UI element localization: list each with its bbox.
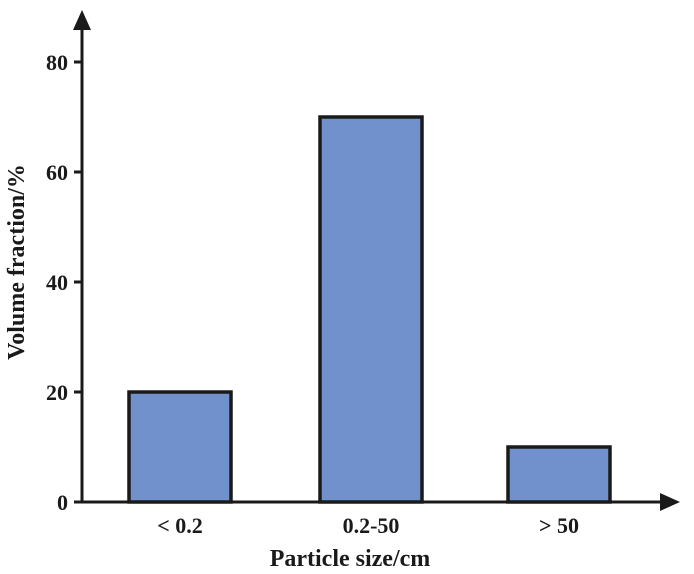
y-tick-label: 80	[46, 50, 68, 75]
y-tick-label: 40	[46, 270, 68, 295]
x-category-label: 0.2-50	[343, 513, 400, 538]
y-tick-label: 0	[57, 490, 68, 515]
bar-2	[506, 445, 612, 504]
bar-0	[127, 390, 233, 504]
x-category-label: > 50	[539, 513, 579, 538]
axes-group	[73, 10, 680, 511]
y-axis-arrow	[73, 10, 91, 30]
bars-group	[127, 115, 612, 504]
x-axis-arrow	[660, 493, 680, 511]
x-labels-group: < 0.2 0.2-50 > 50	[157, 513, 579, 538]
y-ticks-group: 0 20 40 60 80	[46, 50, 82, 515]
x-category-label: < 0.2	[157, 513, 203, 538]
y-axis-title: Volume fraction/%	[4, 164, 30, 360]
x-axis-title: Particle size/cm	[270, 546, 431, 572]
y-tick-label: 60	[46, 160, 68, 185]
y-tick-label: 20	[46, 380, 68, 405]
bar-1	[318, 115, 424, 504]
